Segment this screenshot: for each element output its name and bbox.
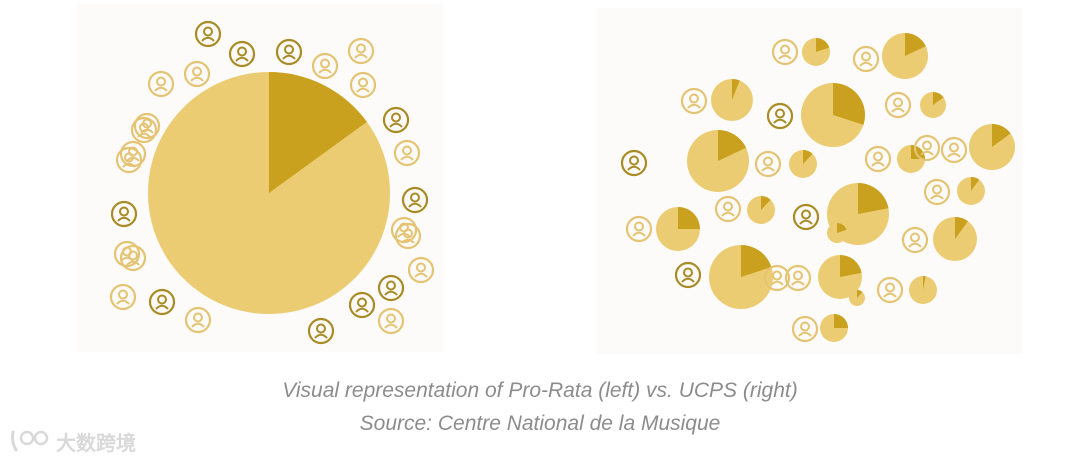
user-icon — [311, 52, 339, 80]
user-icon — [864, 145, 892, 173]
user-icon — [347, 37, 375, 65]
user-icon — [714, 195, 742, 223]
user-icon — [194, 20, 222, 48]
pie-slice — [923, 276, 926, 290]
ucps-pie-19 — [827, 223, 847, 243]
user-icon — [407, 256, 435, 284]
ucps-pie-15 — [709, 245, 773, 309]
ucps-pie-3 — [711, 78, 753, 121]
pie-slice — [971, 177, 980, 191]
caption-title: Visual representation of Pro-Rata (left)… — [282, 379, 798, 402]
user-icon — [771, 38, 799, 66]
user-icon — [901, 226, 929, 254]
ucps-pie-16 — [818, 255, 862, 299]
user-icon — [275, 38, 303, 66]
user-icon — [923, 178, 951, 206]
user-icon — [147, 70, 175, 98]
ucps-pie-5 — [920, 92, 946, 118]
ucps-pie-1 — [802, 38, 830, 66]
pie-slice — [718, 130, 747, 161]
user-icon — [763, 264, 791, 292]
ucps-pie-6 — [687, 130, 749, 192]
user-icon — [228, 40, 256, 68]
user-icon — [791, 315, 819, 343]
user-icon — [674, 261, 702, 289]
ucps-pie-7 — [789, 150, 817, 178]
ucps-pie-20 — [849, 290, 865, 306]
user-icon — [184, 306, 212, 334]
user-icon — [148, 288, 176, 316]
user-icon — [349, 71, 377, 99]
user-icon — [382, 106, 410, 134]
watermark: 大数跨境 — [10, 427, 136, 455]
ucps-pie-4 — [801, 83, 865, 147]
pie-slice — [678, 207, 700, 229]
user-icon — [913, 134, 941, 162]
user-icon — [377, 307, 405, 335]
user-icon — [784, 264, 812, 292]
caption-source: Source: Centre National de la Musique — [359, 412, 721, 435]
user-icon — [754, 150, 782, 178]
pie-slice — [933, 92, 944, 105]
watermark-text: 大数跨境 — [56, 432, 136, 455]
ucps-pie-14 — [933, 217, 977, 261]
pie-slice — [905, 33, 926, 56]
pie-slice — [857, 290, 863, 298]
user-icon — [119, 140, 147, 168]
watermark-logo-icon — [10, 430, 49, 452]
pie-slice — [840, 255, 862, 277]
ucps-panel — [597, 8, 1022, 354]
user-icon — [307, 317, 335, 345]
user-icon — [113, 240, 141, 268]
pie-slice — [761, 196, 771, 210]
user-icon — [884, 91, 912, 119]
user-icon — [393, 139, 421, 167]
ucps-pie-11 — [747, 196, 775, 224]
pie-slice — [803, 150, 813, 164]
pie-slice — [269, 72, 367, 193]
pro-rata-panel — [77, 4, 443, 352]
ucps-pie-13 — [656, 207, 700, 251]
ucps-pie-9 — [969, 124, 1015, 170]
pie-slice — [834, 314, 848, 328]
user-icon — [876, 276, 904, 304]
ucps-diagram — [620, 33, 1015, 343]
pie-slice — [816, 38, 830, 52]
pie-slice — [833, 83, 865, 125]
user-icon — [109, 283, 137, 311]
user-icon — [766, 102, 794, 130]
pro-rata-diagram — [109, 20, 435, 345]
pie-slice — [858, 183, 889, 214]
pro-rata-pie — [148, 72, 390, 314]
user-icon — [348, 291, 376, 319]
user-icon — [852, 45, 880, 73]
pie-slice — [955, 217, 968, 239]
user-icon — [119, 244, 147, 272]
user-icon — [620, 149, 648, 177]
user-icon — [401, 186, 429, 214]
ucps-pie-10 — [957, 177, 985, 205]
user-icon — [940, 136, 968, 164]
user-icon — [625, 215, 653, 243]
ucps-pie-2 — [882, 33, 928, 79]
ucps-pie-18 — [820, 314, 848, 342]
user-icon — [133, 112, 161, 140]
pie-slice — [992, 124, 1011, 147]
ucps-pie-17 — [909, 276, 937, 304]
user-icon — [390, 216, 418, 244]
user-icon — [183, 60, 211, 88]
pie-slice — [741, 245, 772, 277]
pie-slice — [732, 78, 740, 100]
user-icon — [680, 87, 708, 115]
pie-slice — [837, 223, 847, 233]
user-icon — [377, 274, 405, 302]
user-icon — [792, 203, 820, 231]
user-icon — [110, 200, 138, 228]
